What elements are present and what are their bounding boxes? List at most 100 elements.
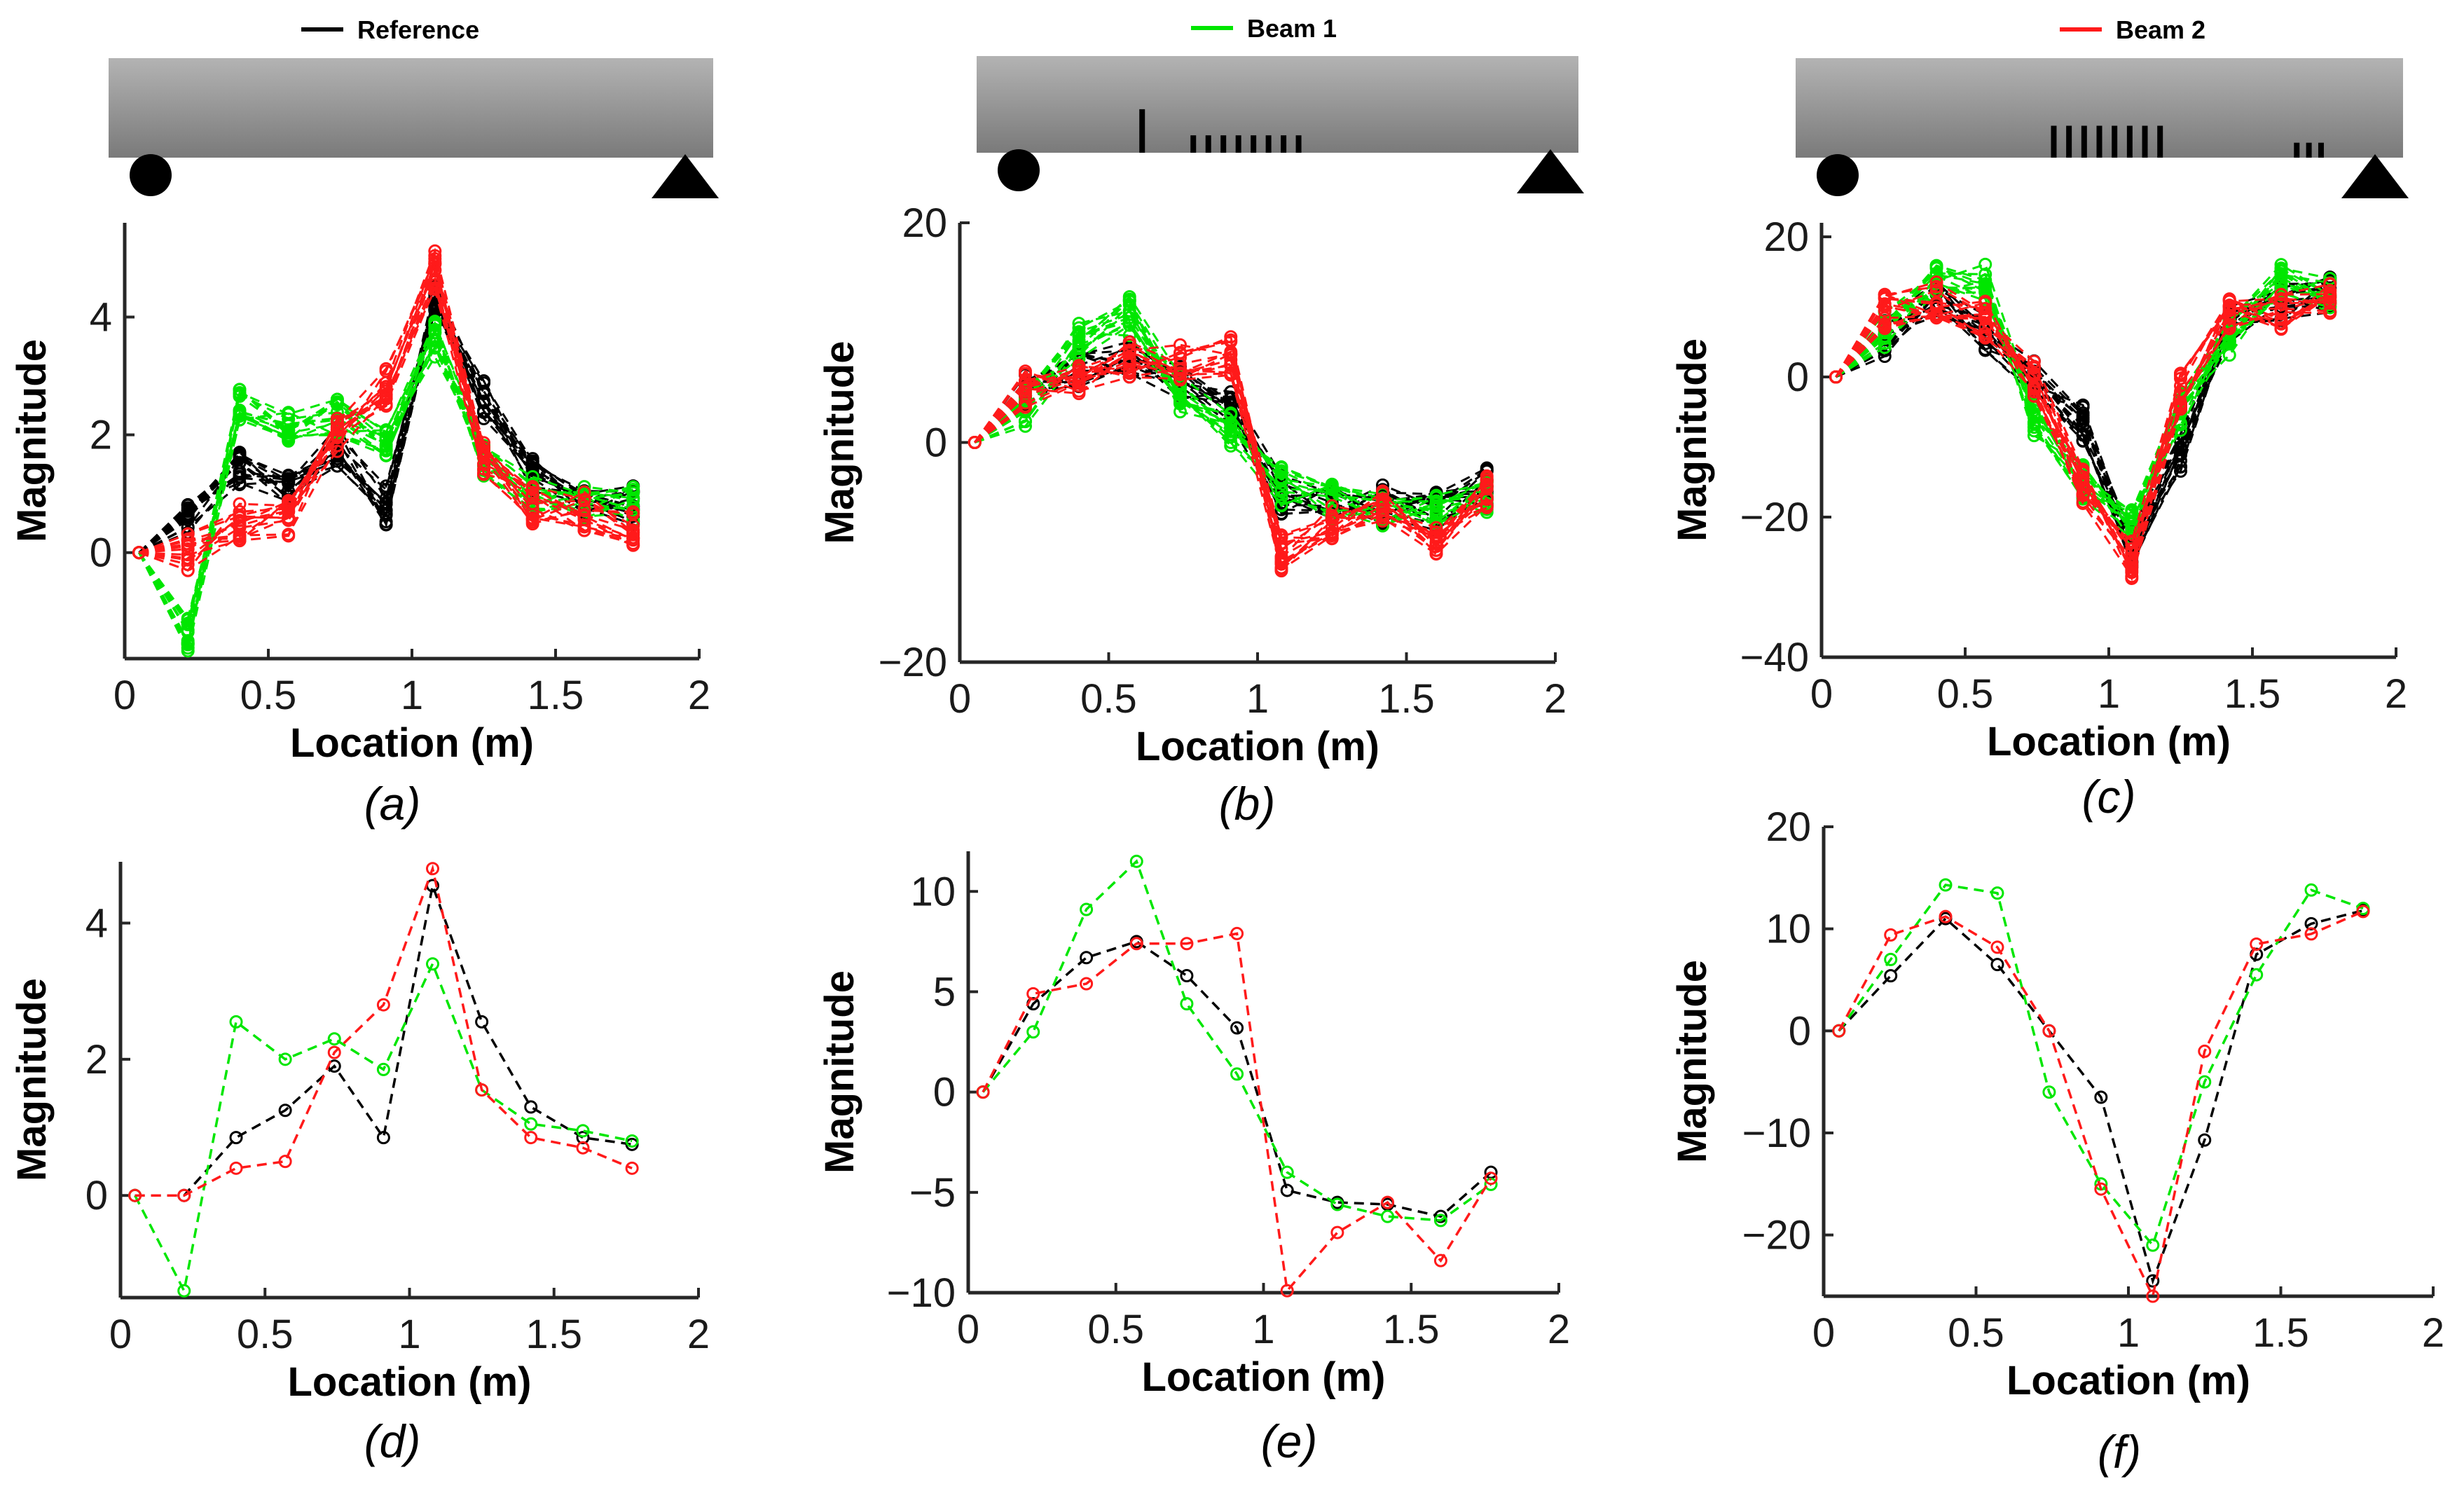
y-tick-label: 20 (1766, 804, 1811, 850)
data-point (1884, 928, 1898, 942)
series-line (139, 247, 634, 556)
data-point (2174, 440, 2187, 454)
data-point (1429, 543, 1443, 557)
data-point (282, 407, 296, 421)
data-point (233, 383, 247, 397)
series-line (974, 364, 1488, 512)
series-line (1835, 293, 2330, 561)
series-line (1835, 279, 2331, 514)
data-point (330, 396, 344, 410)
data-point (1180, 969, 1194, 983)
panel-caption: (e) (1261, 1415, 1318, 1467)
data-point (2027, 389, 2041, 403)
data-point (426, 957, 439, 971)
data-point (1230, 1067, 1244, 1081)
data-point (229, 1131, 243, 1145)
series-line (974, 338, 1488, 570)
data-point (1122, 294, 1136, 308)
data-point (327, 1045, 341, 1059)
x-tick-label: 2 (687, 1312, 710, 1357)
x-tick-label: 0 (957, 1307, 979, 1352)
data-point (525, 502, 539, 516)
data-point (2174, 369, 2187, 383)
data-point (379, 508, 393, 522)
data-point (475, 1083, 489, 1097)
x-tick-label: 1.5 (528, 673, 584, 718)
series-line (974, 352, 1488, 552)
data-point (181, 618, 195, 632)
data-point (379, 423, 393, 437)
data-point (576, 1141, 590, 1155)
x-tick-label: 1.5 (1378, 676, 1435, 722)
data-point (976, 1085, 990, 1099)
data-point (1376, 498, 1389, 512)
series-line (974, 350, 1488, 561)
data-point (1080, 977, 1094, 991)
data-point (2146, 1238, 2160, 1252)
series-line (1835, 292, 2330, 571)
data-point (2076, 398, 2090, 412)
data-point (1884, 952, 1898, 966)
data-point (2274, 278, 2288, 292)
data-point (2198, 1133, 2212, 1147)
data-point (1978, 301, 1992, 315)
data-point (2076, 473, 2090, 487)
data-point (1274, 557, 1288, 571)
data-point (1224, 366, 1238, 380)
data-point (2094, 1182, 2108, 1196)
data-point (2198, 1044, 2212, 1058)
series-line (139, 255, 634, 554)
data-point (278, 1104, 292, 1118)
beam-diagram-c: Beam 2 (1796, 15, 2409, 198)
data-point (376, 1131, 390, 1145)
data-point (1376, 486, 1389, 500)
x-tick-label: 0 (1812, 1310, 1835, 1356)
data-point (1429, 540, 1443, 554)
data-point (1230, 1021, 1244, 1035)
data-point (1224, 415, 1238, 429)
x-tick-label: 1 (398, 1312, 420, 1357)
data-point (379, 444, 393, 458)
data-point (376, 1062, 390, 1076)
data-point (1174, 388, 1187, 402)
x-tick-label: 0 (1810, 671, 1833, 717)
y-axis-label: Magnitude (9, 978, 55, 1181)
x-tick-label: 0 (949, 676, 971, 722)
data-point (2125, 519, 2139, 533)
data-point (2356, 905, 2370, 919)
panel-caption: (a) (364, 778, 421, 830)
data-point (1990, 886, 2004, 900)
series-line (1838, 910, 2364, 1300)
data-point (278, 1052, 292, 1066)
data-point (1376, 508, 1389, 522)
data-point (1274, 485, 1288, 499)
y-tick-label: −5 (909, 1170, 956, 1216)
x-axis-label: Location (m) (1142, 1354, 1386, 1400)
data-point (576, 1124, 590, 1138)
data-point (233, 478, 247, 492)
series-line (1838, 884, 2364, 1248)
data-point (1072, 321, 1086, 335)
series-line (135, 864, 633, 1197)
series-beam-2 (1832, 905, 2370, 1303)
data-point (2174, 464, 2187, 478)
data-point (376, 998, 390, 1012)
series-reference (132, 279, 640, 560)
data-point (1978, 331, 1992, 345)
data-point (428, 257, 442, 271)
data-point (1174, 338, 1187, 352)
data-point (233, 510, 247, 524)
y-tick-label: −20 (1742, 1213, 1811, 1258)
data-point (2094, 1090, 2108, 1104)
y-tick-label: 0 (1789, 1008, 1811, 1054)
series-line (982, 859, 1492, 1222)
panel-caption: (f) (2098, 1426, 2141, 1478)
data-point (181, 623, 195, 637)
data-point (1829, 370, 1843, 384)
y-tick-label: 5 (933, 969, 956, 1015)
y-axis-label: Magnitude (817, 341, 862, 544)
series-line (974, 309, 1487, 507)
data-point (1174, 347, 1187, 361)
series-beam-1 (976, 854, 1498, 1228)
data-point (1381, 1195, 1395, 1209)
